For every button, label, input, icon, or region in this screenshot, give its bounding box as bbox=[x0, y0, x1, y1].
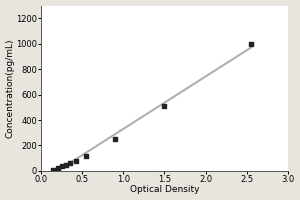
Point bbox=[68, 162, 72, 165]
Point bbox=[73, 159, 78, 162]
Y-axis label: Concentration(pg/mL): Concentration(pg/mL) bbox=[6, 38, 15, 138]
Point bbox=[51, 168, 56, 171]
X-axis label: Optical Density: Optical Density bbox=[130, 185, 199, 194]
Point bbox=[113, 137, 118, 141]
Point bbox=[248, 42, 253, 45]
Point bbox=[162, 104, 167, 108]
Point bbox=[63, 163, 68, 166]
Point bbox=[55, 167, 60, 170]
Point bbox=[84, 154, 89, 157]
Point bbox=[59, 165, 64, 168]
